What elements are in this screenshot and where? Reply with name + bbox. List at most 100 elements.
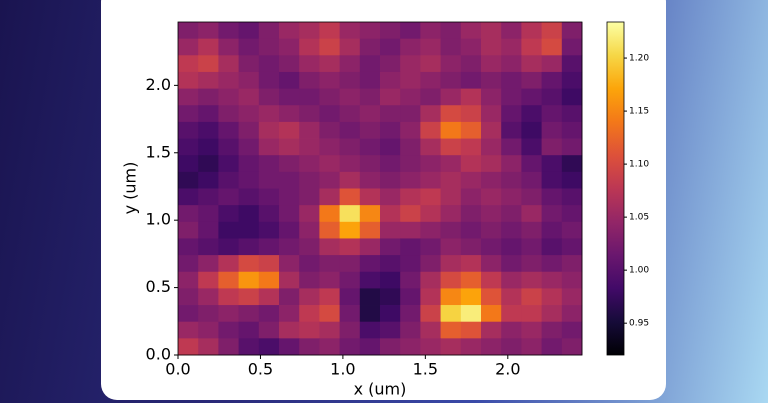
cell bbox=[198, 121, 219, 139]
cell bbox=[420, 338, 441, 356]
cell bbox=[319, 271, 340, 289]
cell bbox=[561, 22, 583, 40]
cell bbox=[420, 255, 441, 273]
cell bbox=[218, 305, 239, 323]
cell bbox=[380, 271, 401, 289]
cell bbox=[299, 221, 320, 239]
cell bbox=[319, 71, 340, 89]
cell bbox=[299, 171, 320, 189]
cell bbox=[541, 121, 563, 139]
cell bbox=[380, 38, 401, 56]
cell bbox=[238, 22, 260, 40]
cell bbox=[440, 88, 462, 106]
cell bbox=[400, 305, 421, 323]
cell bbox=[440, 121, 462, 139]
cell bbox=[258, 238, 280, 256]
cell bbox=[521, 71, 542, 89]
cell bbox=[299, 105, 320, 123]
cell bbox=[481, 238, 502, 256]
cell bbox=[501, 321, 522, 339]
cell bbox=[319, 55, 340, 73]
cell bbox=[440, 221, 462, 239]
cell bbox=[258, 171, 280, 189]
cell bbox=[299, 188, 320, 206]
cell bbox=[198, 321, 219, 339]
cell bbox=[258, 71, 280, 89]
y-tick-label: 1.0 bbox=[146, 210, 171, 229]
x-tick-label: 0.5 bbox=[248, 360, 273, 379]
cell bbox=[279, 221, 300, 239]
cell bbox=[238, 338, 260, 356]
cell bbox=[501, 255, 522, 273]
cell bbox=[359, 38, 381, 56]
cell bbox=[420, 271, 441, 289]
cell bbox=[440, 338, 462, 356]
cell bbox=[339, 238, 361, 256]
cell bbox=[541, 205, 563, 223]
cell bbox=[238, 288, 260, 306]
cell bbox=[258, 121, 280, 139]
cell bbox=[521, 121, 542, 139]
cell bbox=[198, 338, 219, 356]
cell bbox=[561, 338, 583, 356]
cell bbox=[440, 305, 462, 323]
cell bbox=[198, 205, 219, 223]
cell bbox=[460, 188, 482, 206]
cell bbox=[481, 55, 502, 73]
cell bbox=[279, 121, 300, 139]
cell bbox=[501, 105, 522, 123]
cell bbox=[481, 171, 502, 189]
cell bbox=[319, 22, 340, 40]
cell bbox=[359, 338, 381, 356]
cell bbox=[420, 138, 441, 156]
cell bbox=[481, 271, 502, 289]
cell bbox=[460, 338, 482, 356]
cell bbox=[481, 105, 502, 123]
cell bbox=[279, 138, 300, 156]
cell bbox=[420, 38, 441, 56]
cell bbox=[359, 271, 381, 289]
x-axis-label: x (um) bbox=[354, 380, 407, 399]
cell bbox=[319, 321, 340, 339]
cell bbox=[238, 155, 260, 173]
cell bbox=[258, 321, 280, 339]
cell bbox=[279, 88, 300, 106]
cell bbox=[218, 205, 239, 223]
cell bbox=[440, 55, 462, 73]
cell bbox=[501, 38, 522, 56]
cell bbox=[541, 171, 563, 189]
cell bbox=[279, 155, 300, 173]
cell bbox=[339, 321, 361, 339]
cell bbox=[339, 271, 361, 289]
cell bbox=[521, 55, 542, 73]
cell bbox=[501, 22, 522, 40]
cell bbox=[178, 338, 199, 356]
cell bbox=[279, 71, 300, 89]
cell bbox=[178, 88, 199, 106]
cell bbox=[400, 188, 421, 206]
cell bbox=[460, 105, 482, 123]
cell bbox=[380, 255, 401, 273]
cell bbox=[420, 121, 441, 139]
cell bbox=[238, 71, 260, 89]
cell bbox=[198, 55, 219, 73]
cell bbox=[420, 55, 441, 73]
cell bbox=[521, 38, 542, 56]
cell bbox=[460, 38, 482, 56]
cell bbox=[339, 121, 361, 139]
cell bbox=[420, 88, 441, 106]
cell bbox=[299, 305, 320, 323]
cell bbox=[218, 155, 239, 173]
cell bbox=[481, 121, 502, 139]
cell bbox=[299, 271, 320, 289]
cell bbox=[420, 71, 441, 89]
cell bbox=[178, 238, 199, 256]
cell bbox=[178, 271, 199, 289]
cell bbox=[339, 338, 361, 356]
cell bbox=[481, 205, 502, 223]
cell bbox=[420, 321, 441, 339]
cell bbox=[400, 288, 421, 306]
cell bbox=[460, 305, 482, 323]
cell bbox=[198, 138, 219, 156]
